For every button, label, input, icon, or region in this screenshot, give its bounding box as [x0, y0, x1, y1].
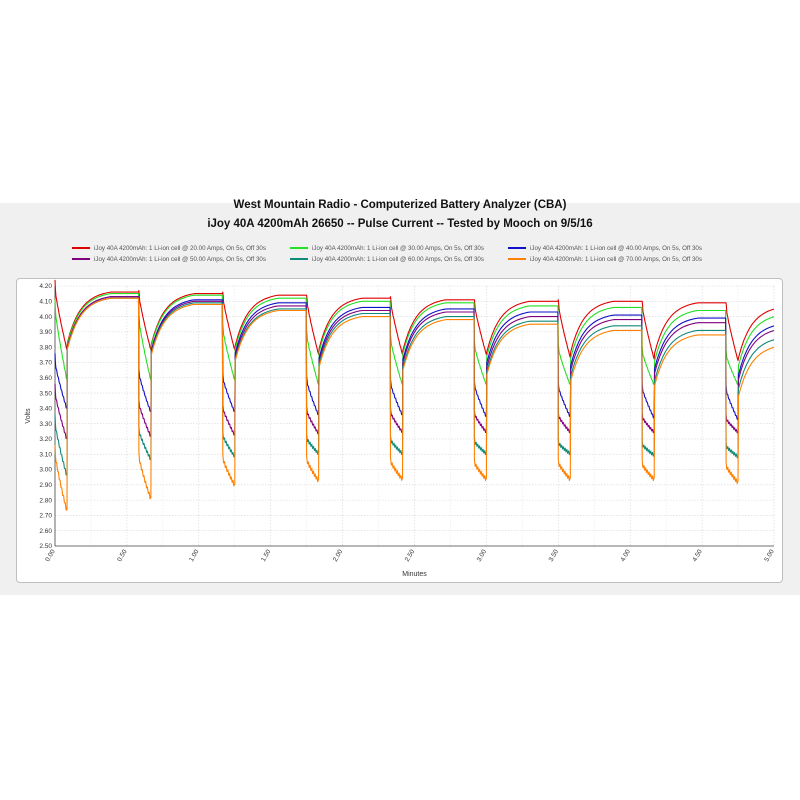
y-tick-label: 4.00 — [39, 314, 52, 321]
x-tick-label: 5.00 — [763, 548, 776, 563]
chart-title: West Mountain Radio - Computerized Batte… — [233, 199, 567, 211]
legend-label: iJoy 40A 4200mAh: 1 Li-ion cell @ 70.00 … — [530, 255, 702, 263]
y-tick-label: 2.60 — [39, 528, 52, 535]
legend-swatch — [290, 258, 308, 260]
x-tick-label: 0.50 — [116, 548, 129, 563]
x-tick-label: 2.50 — [404, 548, 417, 563]
x-axis-title: Minutes — [402, 571, 427, 578]
x-tick-label: 0.00 — [44, 548, 57, 563]
chart-subtitle: iJoy 40A 4200mAh 26650 -- Pulse Current … — [207, 218, 593, 230]
legend-item: iJoy 40A 4200mAh: 1 Li-ion cell @ 70.00 … — [508, 254, 726, 264]
x-tick-label: 4.50 — [691, 548, 704, 563]
chart-legend: iJoy 40A 4200mAh: 1 Li-ion cell @ 20.00 … — [72, 243, 752, 264]
legend-label: iJoy 40A 4200mAh: 1 Li-ion cell @ 40.00 … — [530, 244, 702, 252]
legend-label: iJoy 40A 4200mAh: 1 Li-ion cell @ 60.00 … — [312, 255, 484, 263]
legend-label: iJoy 40A 4200mAh: 1 Li-ion cell @ 50.00 … — [94, 255, 266, 263]
legend-item: iJoy 40A 4200mAh: 1 Li-ion cell @ 20.00 … — [72, 243, 290, 253]
y-tick-label: 3.30 — [39, 421, 52, 428]
plot-frame — [16, 278, 783, 583]
legend-item: iJoy 40A 4200mAh: 1 Li-ion cell @ 60.00 … — [290, 254, 508, 264]
y-tick-label: 4.20 — [39, 283, 52, 290]
y-tick-label: 3.20 — [39, 436, 52, 443]
legend-swatch — [72, 258, 90, 260]
legend-item: iJoy 40A 4200mAh: 1 Li-ion cell @ 40.00 … — [508, 243, 726, 253]
legend-swatch — [290, 247, 308, 249]
legend-item: iJoy 40A 4200mAh: 1 Li-ion cell @ 50.00 … — [72, 254, 290, 264]
y-tick-label: 3.40 — [39, 406, 52, 413]
x-tick-label: 3.00 — [476, 548, 489, 563]
y-tick-label: 3.90 — [39, 329, 52, 336]
series-line — [54, 297, 775, 511]
y-tick-label: 2.70 — [39, 513, 52, 520]
legend-label: iJoy 40A 4200mAh: 1 Li-ion cell @ 20.00 … — [94, 244, 266, 252]
series-line — [54, 293, 775, 386]
y-tick-label: 3.70 — [39, 360, 52, 367]
y-tick-label: 2.90 — [39, 482, 52, 489]
legend-swatch — [72, 247, 90, 249]
y-tick-label: 4.10 — [39, 298, 52, 305]
x-tick-label: 1.00 — [188, 548, 201, 563]
x-tick-label: 1.50 — [260, 548, 273, 563]
legend-label: iJoy 40A 4200mAh: 1 Li-ion cell @ 30.00 … — [312, 244, 484, 252]
y-tick-label: 3.00 — [39, 467, 52, 474]
y-axis-title: Volts — [25, 408, 32, 424]
x-tick-label: 3.50 — [548, 548, 561, 563]
y-tick-label: 3.60 — [39, 375, 52, 382]
y-tick-label: 3.80 — [39, 344, 52, 351]
legend-swatch — [508, 258, 526, 260]
legend-swatch — [508, 247, 526, 249]
series-line — [54, 279, 775, 362]
legend-item: iJoy 40A 4200mAh: 1 Li-ion cell @ 30.00 … — [290, 243, 508, 253]
y-tick-label: 2.50 — [39, 543, 52, 550]
y-tick-label: 3.50 — [39, 390, 52, 397]
y-tick-label: 2.80 — [39, 497, 52, 504]
x-tick-label: 4.00 — [620, 548, 633, 563]
y-tick-label: 3.10 — [39, 451, 52, 458]
x-tick-label: 2.00 — [332, 548, 345, 563]
